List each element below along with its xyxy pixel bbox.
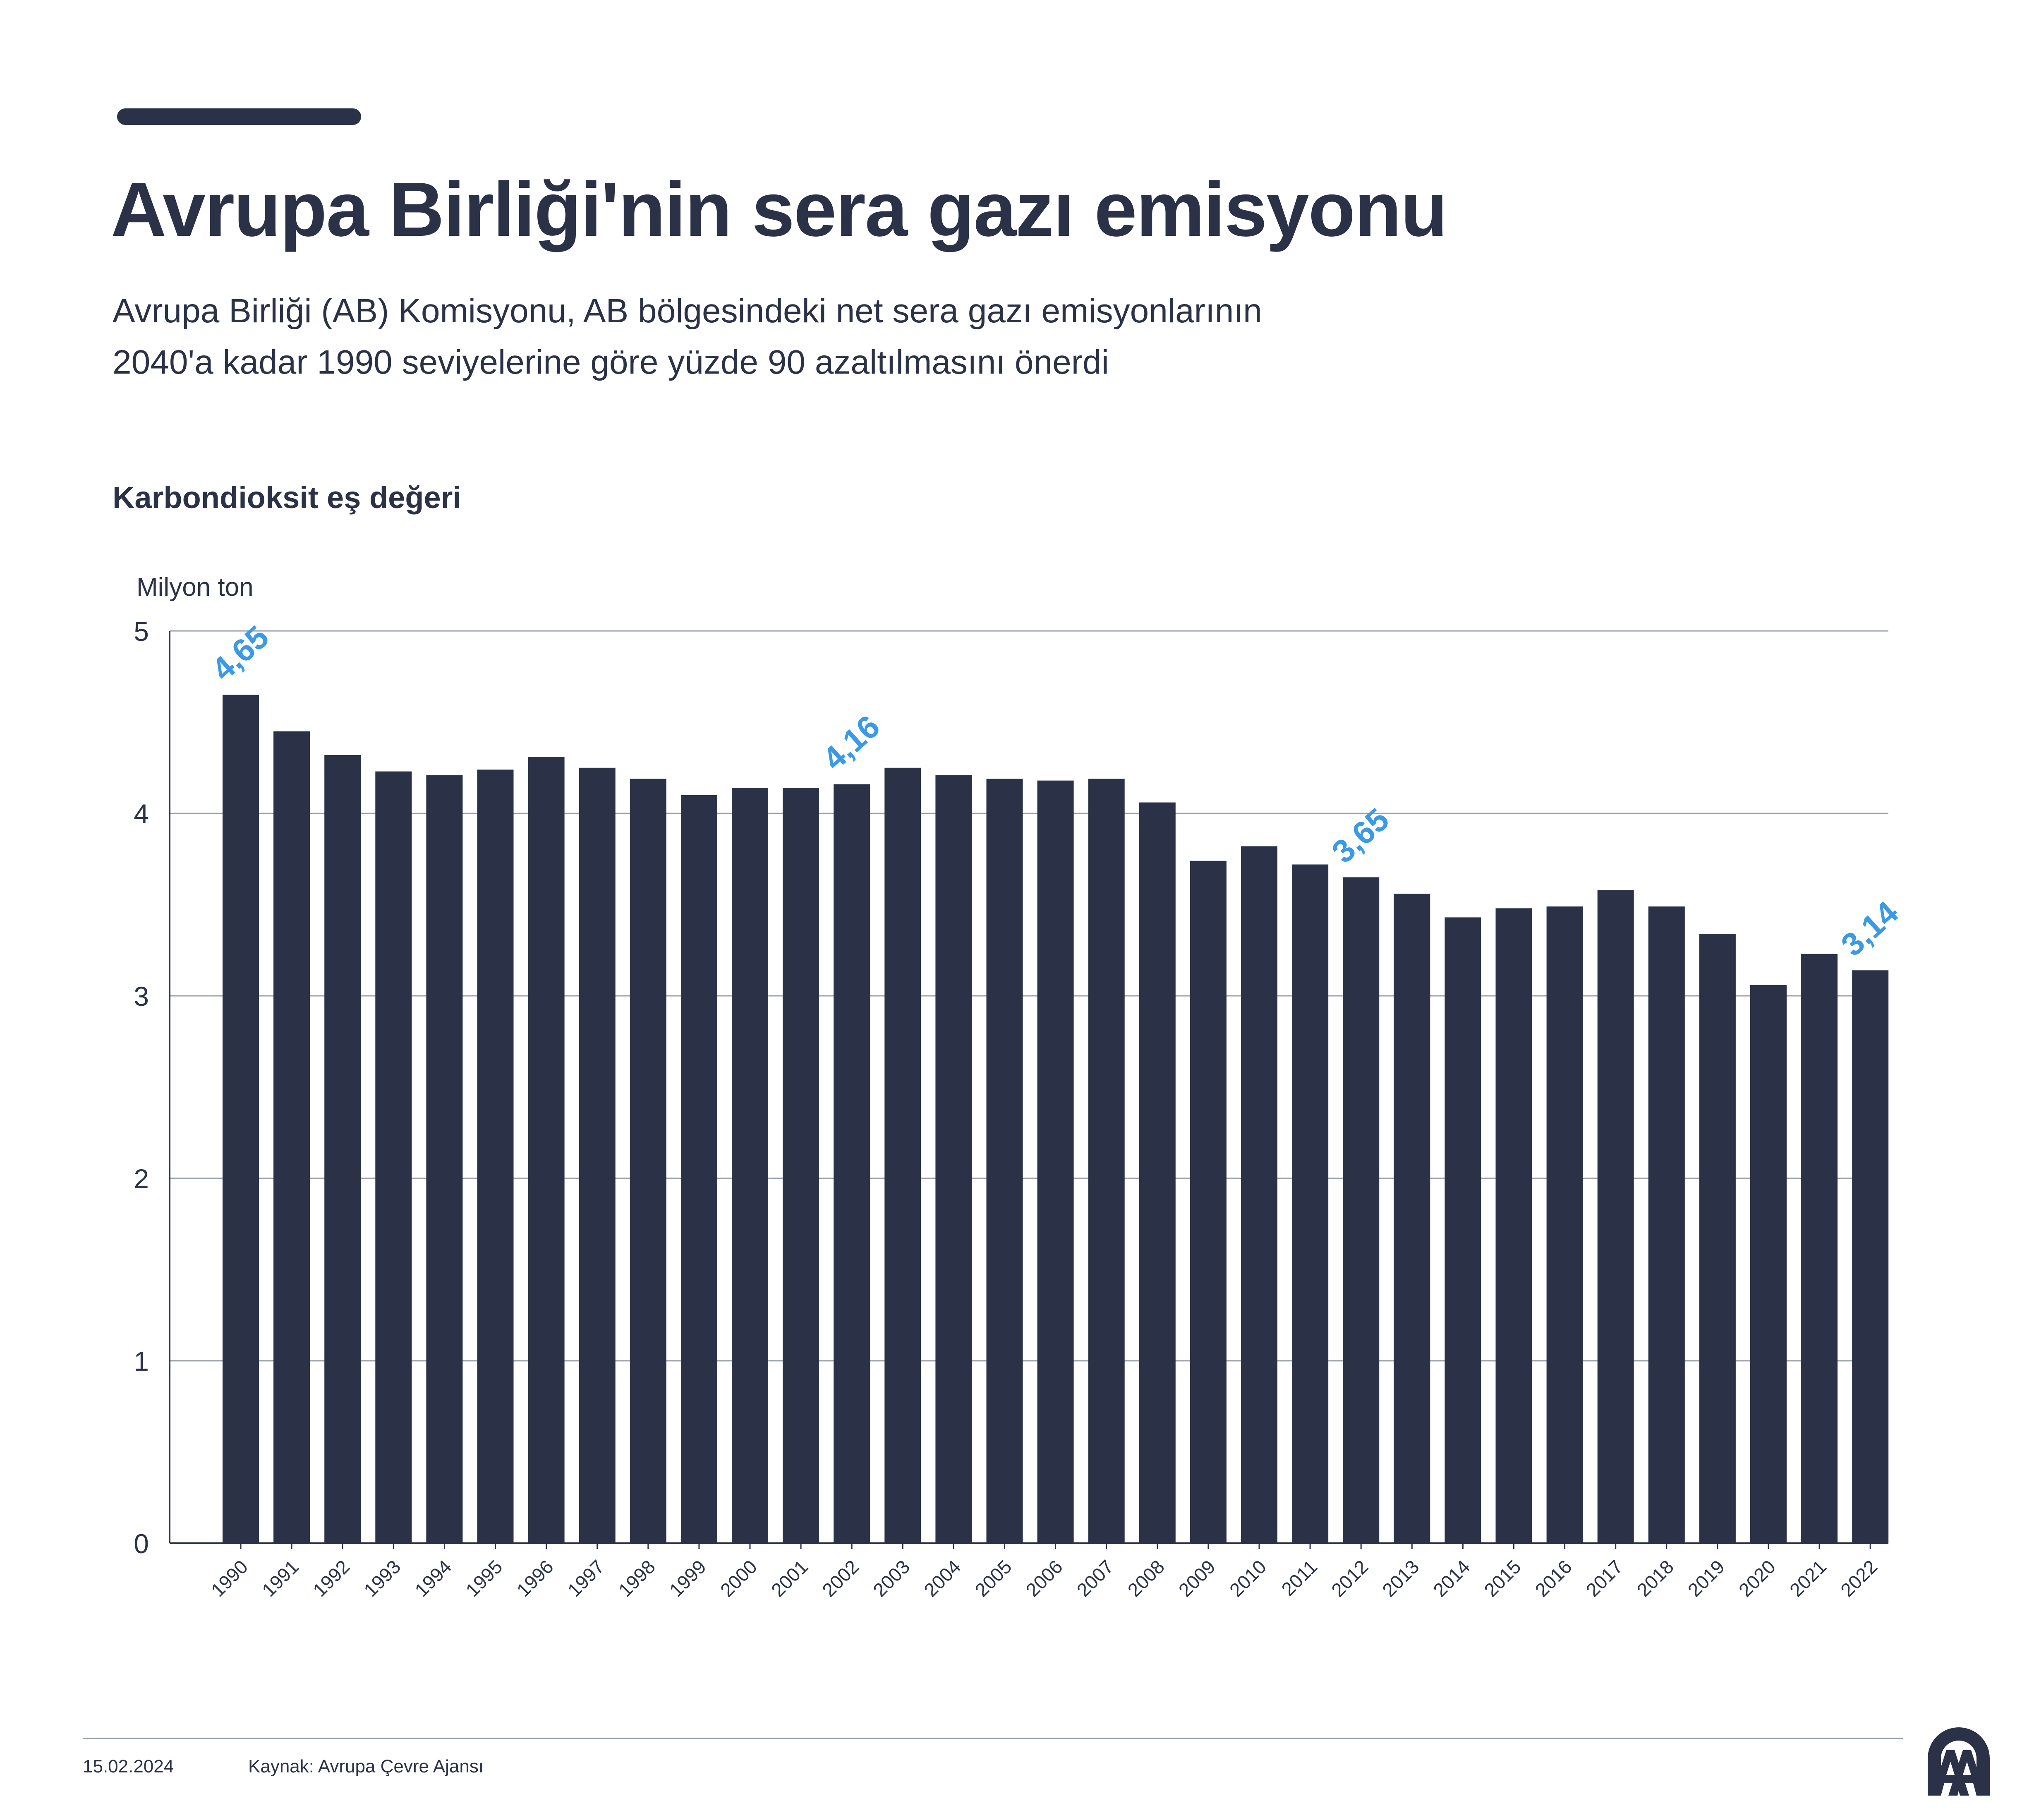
bar <box>1852 970 1889 1543</box>
x-tick-label: 2009 <box>1174 1556 1219 1601</box>
bar <box>1139 802 1176 1543</box>
bar <box>1394 894 1430 1543</box>
x-tick-label: 2005 <box>970 1556 1016 1601</box>
footer-date: 15.02.2024 <box>83 1756 174 1777</box>
x-tick-label: 1990 <box>207 1556 252 1601</box>
bar <box>1292 864 1329 1543</box>
x-tick-label: 1997 <box>563 1556 609 1601</box>
footer-source: Kaynak: Avrupa Çevre Ajansı <box>248 1756 484 1777</box>
y-tick-label: 4 <box>134 798 149 829</box>
subtitle-line-1: Avrupa Birliği (AB) Komisyonu, AB bölges… <box>113 292 1262 330</box>
y-tick-label: 0 <box>134 1528 149 1559</box>
x-tick-label: 2006 <box>1022 1556 1067 1601</box>
bar <box>680 795 717 1543</box>
bar <box>223 695 259 1543</box>
x-tick-label: 2022 <box>1836 1556 1881 1601</box>
x-tick-label: 1998 <box>614 1556 659 1601</box>
bar <box>783 788 819 1543</box>
page-title: Avrupa Birliği'nin sera gazı emisyonu <box>111 167 1447 252</box>
x-tick-label: 2015 <box>1480 1556 1525 1601</box>
bar <box>1037 780 1074 1543</box>
x-tick-label: 2008 <box>1124 1556 1169 1601</box>
bar <box>324 755 361 1543</box>
x-tick-label: 2003 <box>869 1556 914 1601</box>
aa-logo-icon <box>1928 1727 1990 1796</box>
bar <box>732 788 768 1543</box>
x-tick-label: 1991 <box>258 1556 303 1601</box>
data-label: 3,14 <box>1834 894 1905 963</box>
bar <box>1648 906 1685 1543</box>
x-tick-label: 1999 <box>665 1556 710 1601</box>
y-tick-label: 1 <box>134 1346 149 1376</box>
x-tick-label: 2012 <box>1327 1556 1372 1601</box>
bar <box>986 779 1023 1543</box>
x-tick-label: 2017 <box>1582 1556 1627 1601</box>
bar <box>884 767 921 1543</box>
y-tick-label: 2 <box>134 1163 149 1194</box>
x-tick-label: 2020 <box>1735 1556 1780 1601</box>
bar <box>1495 908 1532 1543</box>
subtitle: Avrupa Birliği (AB) Komisyonu, AB bölges… <box>113 285 1602 388</box>
bar <box>579 767 616 1543</box>
chart-heading: Karbondioksit eş değeri <box>113 480 461 515</box>
y-tick-label: 5 <box>134 616 149 647</box>
bar <box>477 770 514 1543</box>
x-tick-label: 1993 <box>359 1556 405 1601</box>
bar <box>1546 906 1583 1543</box>
x-tick-label: 2002 <box>818 1556 863 1601</box>
x-tick-label: 2007 <box>1073 1556 1118 1601</box>
x-tick-label: 2000 <box>716 1556 761 1601</box>
x-tick-label: 2004 <box>920 1556 965 1601</box>
bar <box>1190 861 1227 1543</box>
bar-chart: Milyon ton 0 1 2 3 4 5 1990 1991 1992 1993 1994 1995… <box>134 573 1905 1601</box>
bar <box>1699 934 1736 1543</box>
x-tick-label: 1994 <box>410 1556 455 1601</box>
x-tick-label: 2014 <box>1429 1556 1474 1601</box>
x-tick-label: 2018 <box>1633 1556 1678 1601</box>
x-tick-label: 2010 <box>1225 1556 1270 1601</box>
bar <box>375 771 412 1543</box>
x-tick-label: 2016 <box>1531 1556 1576 1601</box>
x-tick-label: 2021 <box>1785 1556 1830 1601</box>
subtitle-line-2: 2040'a kadar 1990 seviyelerine göre yüzd… <box>113 343 1109 381</box>
bar <box>528 757 565 1543</box>
bar <box>935 775 972 1543</box>
data-label: 3,65 <box>1325 801 1396 870</box>
bar <box>1343 877 1380 1543</box>
bar <box>273 731 310 1543</box>
bar <box>1088 779 1125 1543</box>
bar <box>834 784 870 1543</box>
bar <box>1801 954 1838 1543</box>
bar <box>1597 890 1634 1543</box>
x-tick-label: 1995 <box>461 1556 506 1601</box>
data-label: 4,16 <box>816 708 887 777</box>
bar <box>630 779 666 1543</box>
data-label: 4,65 <box>204 619 276 688</box>
accent-bar <box>117 108 361 125</box>
bar <box>426 775 463 1543</box>
bar <box>1241 846 1277 1543</box>
x-tick-label: 2011 <box>1277 1556 1321 1600</box>
x-tick-label: 1992 <box>309 1556 354 1601</box>
x-tick-label: 2013 <box>1378 1556 1423 1601</box>
x-tick-label: 1996 <box>513 1556 558 1601</box>
y-tick-label: 3 <box>134 981 149 1012</box>
x-tick-label: 2001 <box>767 1556 812 1601</box>
footer-divider <box>83 1738 1903 1739</box>
bar <box>1750 985 1787 1543</box>
x-tick-label: 2019 <box>1684 1556 1729 1601</box>
bar <box>1445 917 1481 1543</box>
y-axis-label: Milyon ton <box>137 573 254 602</box>
